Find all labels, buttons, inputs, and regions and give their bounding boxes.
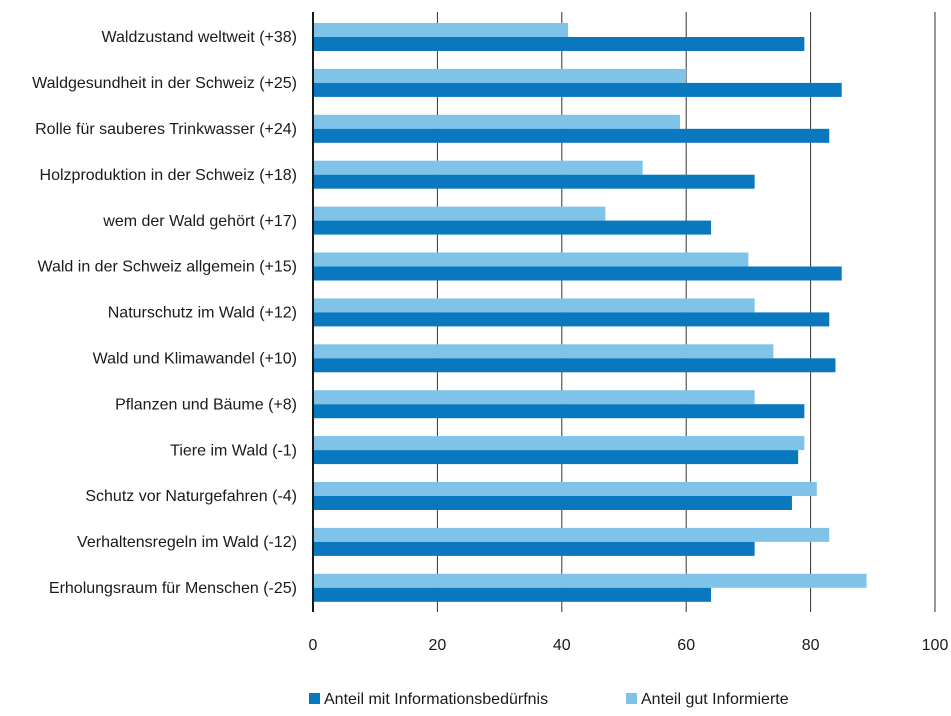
bar-informationsbeduerfnis-0 [313,37,805,51]
bar-gut-informierte-7 [313,344,774,359]
bar-gut-informierte-5 [313,252,749,267]
x-tick-labels: 0 20 40 60 80 100 [309,637,949,654]
bar-informationsbeduerfnis-12 [313,587,712,602]
bar-informationsbeduerfnis-11 [313,541,755,556]
x-tick-label-60: 60 [677,637,695,654]
bar-gut-informierte-8 [313,390,755,405]
category-label-10: Schutz vor Naturgefahren (-4) [85,488,297,505]
bar-informationsbeduerfnis-8 [313,404,805,419]
bar-gut-informierte-9 [313,436,805,451]
category-label-11: Verhaltensregeln im Wald (-12) [77,534,297,551]
legend-swatch-1 [626,693,637,704]
category-label-7: Wald und Klimawandel (+10) [93,351,297,368]
bar-gut-informierte-3 [313,160,643,175]
bar-gut-informierte-0 [313,23,569,37]
legend: Anteil mit Informationsbedürfnis Anteil g… [309,691,789,708]
bar-gut-informierte-4 [313,206,606,221]
bar-informationsbeduerfnis-5 [313,266,842,281]
bar-informationsbeduerfnis-4 [313,220,712,235]
category-labels: Waldzustand weltweit (+38) Waldgesundheit… [32,29,297,597]
bar-gut-informierte-2 [313,114,680,129]
x-tick-label-20: 20 [429,637,447,654]
bar-gut-informierte-11 [313,527,830,542]
category-label-1: Waldgesundheit in der Schweiz (+25) [32,75,297,92]
bar-informationsbeduerfnis-9 [313,450,799,465]
bar-gut-informierte-12 [313,573,867,588]
bar-informationsbeduerfnis-6 [313,312,830,327]
category-label-9: Tiere im Wald (-1) [170,442,297,459]
bar-informationsbeduerfnis-7 [313,358,836,373]
category-label-2: Rolle für sauberes Trinkwasser (+24) [35,121,297,138]
x-tick-label-0: 0 [309,637,318,654]
bar-gut-informierte-1 [313,68,687,83]
bar-informationsbeduerfnis-1 [313,82,842,97]
category-label-6: Naturschutz im Wald (+12) [108,305,297,322]
category-label-3: Holzproduktion in der Schweiz (+18) [40,167,297,184]
bar-informationsbeduerfnis-2 [313,128,830,143]
bar-informationsbeduerfnis-10 [313,496,792,510]
bar-gut-informierte-10 [313,482,817,496]
category-label-4: wem der Wald gehört (+17) [102,213,297,230]
category-label-8: Pflanzen und Bäume (+8) [115,396,297,413]
bar-informationsbeduerfnis-3 [313,174,755,189]
legend-label-0: Anteil mit Informationsbedürfnis [324,691,548,708]
legend-swatch-0 [309,693,320,704]
legend-label-1: Anteil gut Informierte [641,691,789,708]
x-tick-label-40: 40 [553,637,571,654]
x-tick-label-100: 100 [922,637,949,654]
bar-gut-informierte-6 [313,298,755,313]
category-label-0: Waldzustand weltweit (+38) [102,29,298,46]
category-label-5: Wald in der Schweiz allgemein (+15) [37,259,297,276]
x-tick-label-80: 80 [802,637,820,654]
bars [313,23,867,602]
category-label-12: Erholungsraum für Menschen (-25) [49,580,297,597]
